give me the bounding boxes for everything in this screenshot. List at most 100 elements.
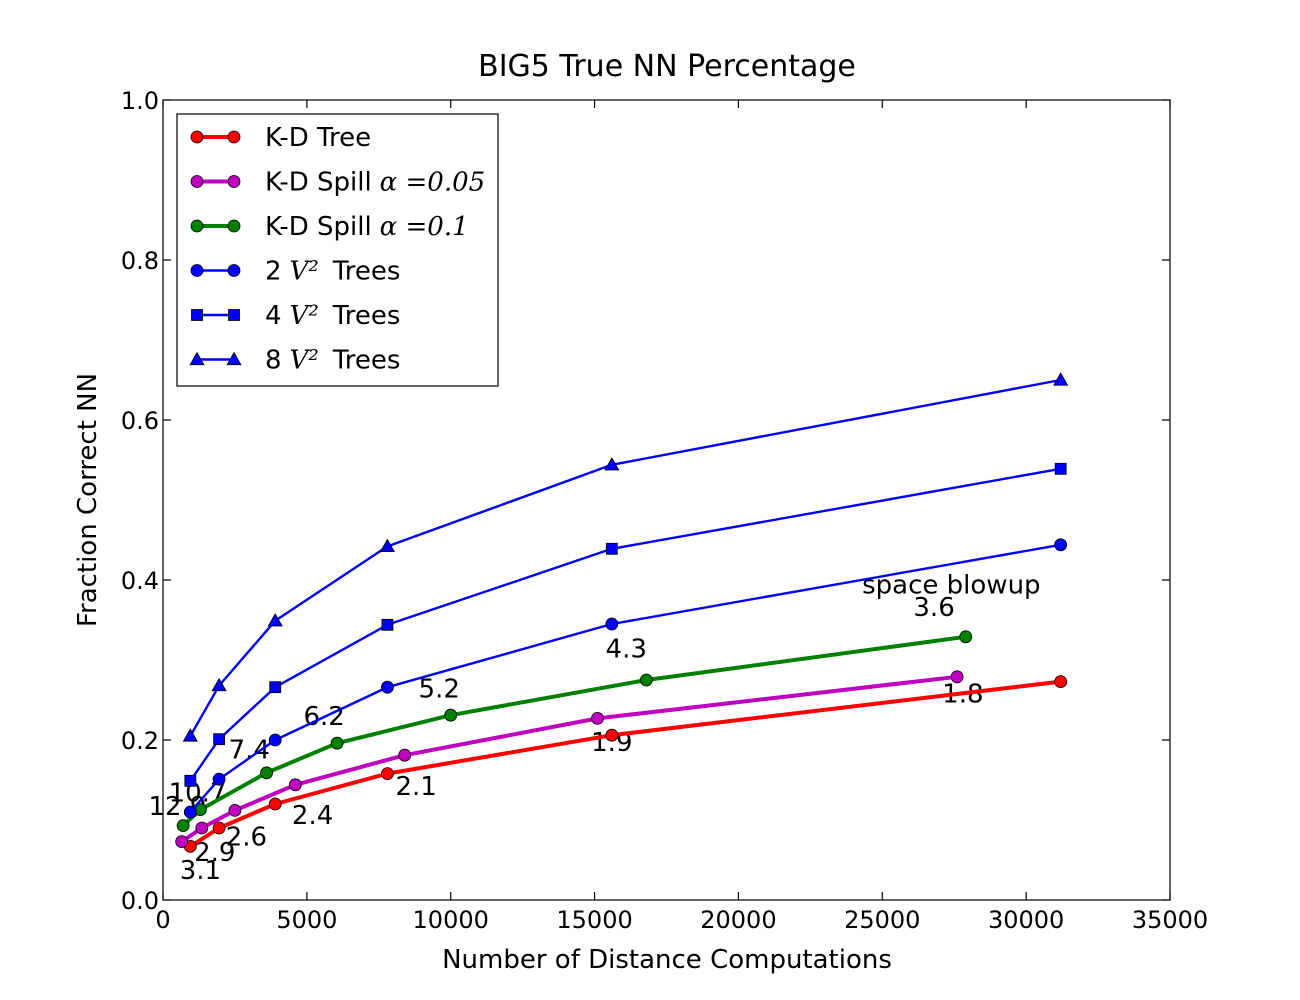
legend-frame (176, 113, 499, 387)
chart-title: BIG5 True NN Percentage (478, 49, 856, 84)
data-point (381, 767, 394, 780)
legend-marker (226, 351, 242, 366)
legend-marker (190, 219, 204, 233)
data-point (381, 618, 394, 631)
series-3 (183, 538, 1068, 819)
series-line (189, 543, 1061, 813)
data-point (260, 766, 273, 780)
data-annotation: 2.9 (194, 838, 235, 868)
data-point (381, 680, 394, 694)
legend-marker (227, 264, 241, 277)
series-0 (183, 675, 1068, 853)
data-point (213, 733, 226, 746)
series-line (189, 467, 1061, 782)
legend-marker (190, 175, 204, 188)
data-annotation: 4.3 (606, 635, 647, 665)
series-1 (175, 670, 964, 848)
data-point (288, 778, 302, 792)
x-tick-label: 20000 (700, 906, 776, 934)
x-tick-label: 0 (155, 906, 170, 934)
data-point (269, 681, 282, 694)
legend-marker (228, 309, 240, 321)
legend-item: 8 V² Trees (189, 346, 400, 376)
series-line (189, 378, 1061, 737)
data-point (267, 613, 283, 627)
data-point (1054, 462, 1067, 475)
x-tick-label: 5000 (276, 906, 337, 934)
legend-label: 2 V² Trees (265, 257, 400, 287)
data-point (605, 728, 619, 742)
data-point (444, 708, 458, 722)
y-axis-label: Fraction Correct NN (73, 373, 103, 627)
y-tick-label: 0.4 (121, 567, 159, 595)
series-2 (176, 630, 973, 832)
data-annotation: 2.1 (396, 772, 437, 802)
data-annotation: 3.6 (913, 593, 954, 623)
data-point (184, 774, 197, 787)
x-tick-label: 35000 (1132, 906, 1208, 934)
data-point (212, 772, 226, 786)
data-point (950, 670, 964, 684)
data-point (1053, 372, 1069, 386)
data-annotation: 5.2 (419, 675, 460, 705)
annotations: 3.12.92.62.42.11.91.812.910.77.46.25.24.… (148, 571, 1040, 887)
y-tick-label: 0.8 (121, 247, 159, 275)
data-annotation: 3.1 (180, 856, 221, 886)
legend-label: K-D Spill α =0.1 (265, 212, 469, 242)
series-5 (182, 372, 1069, 742)
data-point (195, 821, 209, 835)
data-point (959, 630, 973, 644)
data-point (183, 805, 197, 819)
data-point (605, 617, 619, 631)
data-point (211, 677, 227, 692)
legend-label: 4 V² Trees (265, 301, 400, 331)
y-tick-label: 0.6 (121, 407, 159, 435)
x-axis-label: Number of Distance Computations (442, 945, 892, 975)
data-point (228, 804, 242, 817)
x-tick-label: 30000 (988, 906, 1064, 934)
y-tick-label: 1.0 (121, 87, 159, 115)
x-tick-label: 15000 (556, 906, 632, 934)
x-tick-label: 10000 (413, 906, 489, 934)
legend-marker (227, 130, 241, 144)
legend-item: K-D Tree (190, 123, 371, 153)
legend-item: K-D Spill α =0.05 (190, 168, 485, 198)
data-point (1054, 538, 1068, 552)
y-axis: 0.0 0.2 0.4 0.6 0.8 1.0 (121, 87, 1170, 915)
data-point (268, 733, 282, 747)
data-point (398, 748, 412, 762)
data-point (379, 538, 396, 552)
legend-label: K-D Spill α =0.05 (265, 168, 485, 198)
data-point (268, 797, 282, 811)
plot-frame (162, 99, 1171, 901)
legend-label: 8 V² Trees (265, 346, 400, 376)
legend-marker (191, 309, 203, 321)
legend-marker (227, 219, 241, 233)
legend: K-D Tree K-D Spill α =0.05 K-D Spill α =0.1 2… (176, 113, 499, 387)
data-point (176, 819, 190, 832)
x-axis: 0 5000 10000 15000 20000 25000 30000 35000 (155, 100, 1208, 934)
data-point (604, 457, 620, 471)
legend-item: 2 V² Trees (190, 257, 400, 287)
data-point (212, 821, 226, 835)
legend-marker (190, 264, 204, 277)
legend-marker (190, 130, 204, 144)
y-tick-label: 0.2 (121, 727, 159, 755)
legend-label: K-D Tree (265, 123, 371, 153)
data-annotation: 2.4 (292, 801, 333, 831)
legend-item: K-D Spill α =0.1 (190, 212, 469, 242)
data-point (605, 542, 618, 555)
data-point (591, 712, 604, 725)
data-point (175, 835, 189, 848)
series-4 (184, 462, 1067, 787)
data-point (330, 736, 344, 750)
legend-marker (189, 351, 205, 366)
legend-marker (227, 175, 241, 188)
data-annotation: 7.4 (229, 735, 270, 765)
data-point (639, 673, 653, 687)
x-tick-label: 25000 (844, 906, 920, 934)
data-annotation: 2.6 (226, 823, 267, 853)
legend-item: 4 V² Trees (191, 301, 400, 331)
data-point (182, 728, 198, 742)
